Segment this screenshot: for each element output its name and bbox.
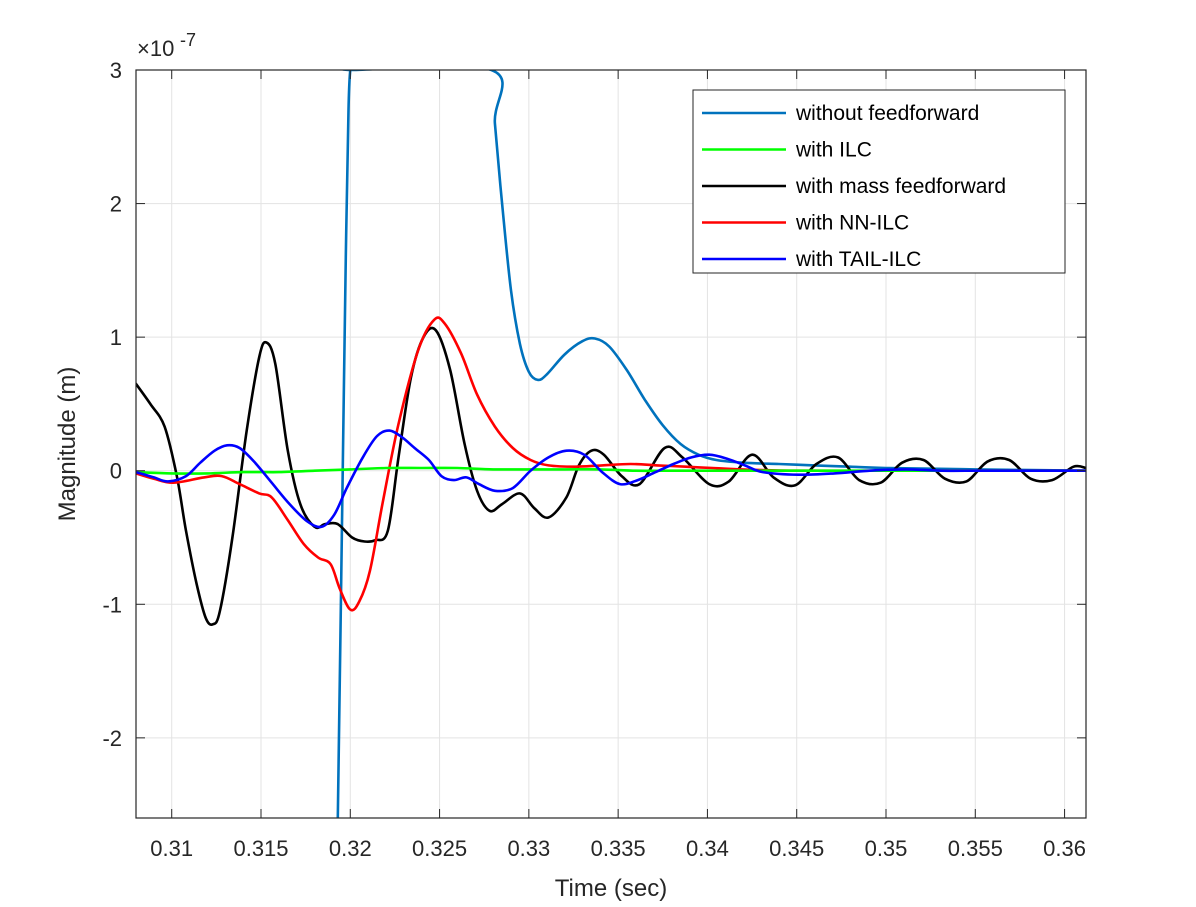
y-tick-label: 1	[110, 325, 122, 350]
y-tick-label: 3	[110, 58, 122, 83]
y-tick-labels: -2 -1 0 1 2 3	[102, 58, 122, 751]
x-tick-label: 0.32	[329, 836, 372, 861]
axis-ticks	[136, 69, 1086, 818]
series-group	[136, 70, 1086, 818]
x-tick-labels: 0.31 0.315 0.32 0.325 0.33 0.335 0.34 0.345 0.35…	[150, 836, 1086, 861]
series-line-without-feedforward	[336, 70, 1086, 818]
x-tick-label: 0.345	[769, 836, 824, 861]
legend-items: without feedforward with ILC with mass fee…	[702, 102, 1006, 271]
y-tick-label: -2	[102, 726, 122, 751]
y-exponent-power: -7	[180, 30, 196, 50]
legend: without feedforward with ILC with mass fee…	[692, 89, 1066, 274]
series-line-with-ilc	[136, 466, 1086, 475]
y-axis-label: Magnitude (m)	[54, 367, 81, 522]
x-tick-label: 0.34	[686, 836, 729, 861]
x-tick-label: 0.335	[591, 836, 646, 861]
legend-label-with-tail-ilc: with TAIL-ILC	[795, 248, 921, 271]
legend-label-with-ilc: with ILC	[795, 139, 872, 162]
legend-label-without-feedforward: without feedforward	[795, 102, 979, 125]
x-tick-label: 0.33	[507, 836, 550, 861]
x-tick-label: 0.325	[412, 836, 467, 861]
series-line-with-tail-ilc	[136, 429, 1086, 529]
plot-frame	[135, 69, 1087, 819]
series-line-with-mass-feedforward	[136, 326, 1086, 626]
legend-label-with-nn-ilc: with NN-ILC	[795, 212, 909, 235]
y-tick-label: -1	[102, 592, 122, 617]
y-tick-label: 0	[110, 459, 122, 484]
legend-box	[692, 89, 1066, 274]
x-tick-label: 0.31	[150, 836, 193, 861]
x-tick-label: 0.355	[948, 836, 1003, 861]
legend-label-with-mass-feedforward: with mass feedforward	[795, 175, 1006, 198]
x-tick-label: 0.35	[865, 836, 908, 861]
x-axis-label: Time (sec)	[555, 875, 667, 902]
series-line-with-nn-ilc	[136, 316, 1086, 612]
y-tick-label: 2	[110, 192, 122, 217]
x-tick-label: 0.36	[1043, 836, 1086, 861]
x-tick-label: 0.315	[233, 836, 288, 861]
y-exponent-base: ×10	[137, 36, 174, 61]
